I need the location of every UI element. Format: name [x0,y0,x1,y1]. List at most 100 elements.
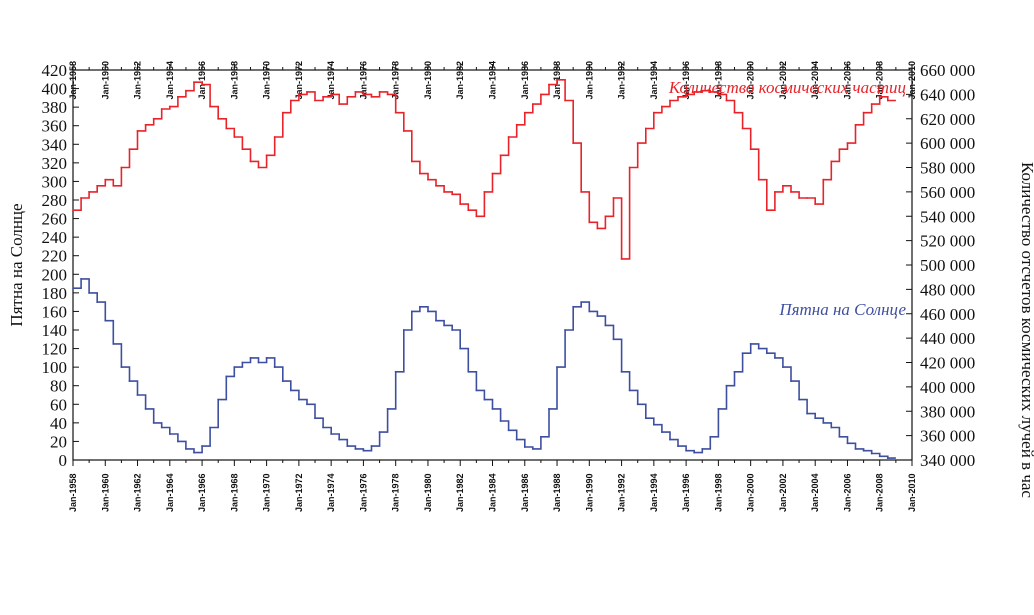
plot-frame [72,69,913,461]
sunspot-point [765,352,768,355]
sunspot-point [661,431,663,434]
x-tick-label-bottom: Jan-2006 [842,473,852,512]
sunspot-point [297,398,300,401]
cosmic-ray-point [749,148,752,151]
cosmic-ray-point [176,95,179,98]
sunspot-point [410,310,413,313]
cosmic-ray-point [701,89,704,92]
sunspot-point [193,451,195,454]
sunspot-point [354,447,357,450]
sunspot-point [80,278,82,280]
y-axis-right-title: Количество отсчетов космических лучей в … [1018,162,1034,498]
sunspot-point [152,421,155,424]
cosmic-ray-point [580,190,583,193]
y-right-tick-label: 600 000 [920,134,975,153]
cosmic-ray-point [733,111,736,114]
cosmic-ray-point [798,197,800,199]
sunspot-point [620,370,623,373]
x-tick-label-top: Jan-1964 [165,61,175,100]
sunspot-point [814,417,817,420]
x-tick-label-top: Jan-1998 [713,61,723,100]
sunspot-point [483,398,486,401]
sunspot-series-label: Пятна на Солнце [778,300,906,319]
cosmic-ray-point [515,123,518,126]
cosmic-ray-point [273,136,276,138]
sunspot-point [435,319,437,322]
x-tick-label-top: Jan-1966 [197,61,207,100]
sunspot-point [144,408,147,410]
sunspot-point [830,426,833,429]
sunspot-point [790,380,792,382]
cosmic-ray-point [717,93,720,96]
cosmic-ray-point [225,127,228,130]
sunspot-point [572,305,575,308]
sunspot-point [168,433,171,435]
sunspot-point [862,449,865,452]
y-right-tick-label: 440 000 [920,329,975,348]
cosmic-ray-point [862,111,865,114]
cosmic-ray-point [386,93,389,96]
sunspot-point [418,305,421,308]
cosmic-ray-point [531,103,534,106]
cosmic-ray-point [790,190,792,193]
sunspot-point [160,426,163,429]
sunspot-point [112,343,115,345]
cosmic-ray-point [443,190,445,193]
x-tick-label-top: Jan-1974 [326,61,336,100]
cosmic-ray-point [548,83,550,86]
y-right-tick-label: 340 000 [920,451,975,470]
y-right-tick-label: 460 000 [920,305,975,324]
x-tick-label-bottom: Jan-1968 [229,473,239,512]
y-left-tick-label: 60 [50,395,67,414]
sunspot-point [338,438,341,441]
sunspot-point [209,426,212,429]
sunspot-point [515,438,518,441]
sunspot-point [201,445,203,447]
cosmic-ray-point [507,136,510,138]
y-right-tick-label: 620 000 [920,110,975,129]
cosmic-ray-point [241,148,244,151]
cosmic-ray-point [281,111,284,114]
sunspot-point [394,370,397,373]
x-tick-label-bottom: Jan-1990 [584,473,594,512]
sunspot-point [467,370,470,373]
sunspot-point [257,361,260,364]
y-right-tick-label: 660 000 [920,61,975,80]
cosmic-ray-point [378,91,381,93]
sunspot-point [685,449,688,452]
x-tick-label-top: Jan-1982 [455,61,465,100]
cosmic-ray-point [499,154,502,157]
sunspot-point [741,352,744,355]
x-tick-label-top: Jan-1962 [133,61,143,100]
cosmic-ray-point [136,130,139,132]
y-right-tick-label: 540 000 [920,207,975,226]
cosmic-ray-point [483,190,486,193]
sunspot-point [644,417,647,420]
y-left-tick-label: 200 [42,265,68,284]
y-left-tick-label: 20 [50,432,67,451]
cosmic-ray-point [88,190,91,193]
sunspot-point [330,433,333,435]
y-left-tick-label: 320 [42,154,68,173]
cosmic-ray-point [402,130,405,132]
cosmic-ray-point [314,99,316,102]
y-left-tick-label: 360 [42,117,68,136]
sunspot-point [725,384,728,387]
x-tick-label-top: Jan-1970 [262,61,272,100]
cosmic-ray-point [540,93,542,96]
cosmic-ray-point [677,95,679,98]
sunspot-point [128,380,131,382]
y-left-tick-label: 300 [42,172,68,191]
cosmic-ray-point [596,227,599,230]
sunspot-point [870,452,873,455]
sunspot-point [782,366,784,369]
sunspot-point [289,389,292,392]
sunspot-point [717,408,720,410]
y-left-tick-label: 160 [42,302,68,321]
sunspot-point [386,408,389,410]
cosmic-ray-point [354,91,357,93]
x-tick-label-bottom: Jan-2008 [875,473,885,512]
cosmic-ray-point [96,184,99,187]
cosmic-ray-point [709,91,712,93]
